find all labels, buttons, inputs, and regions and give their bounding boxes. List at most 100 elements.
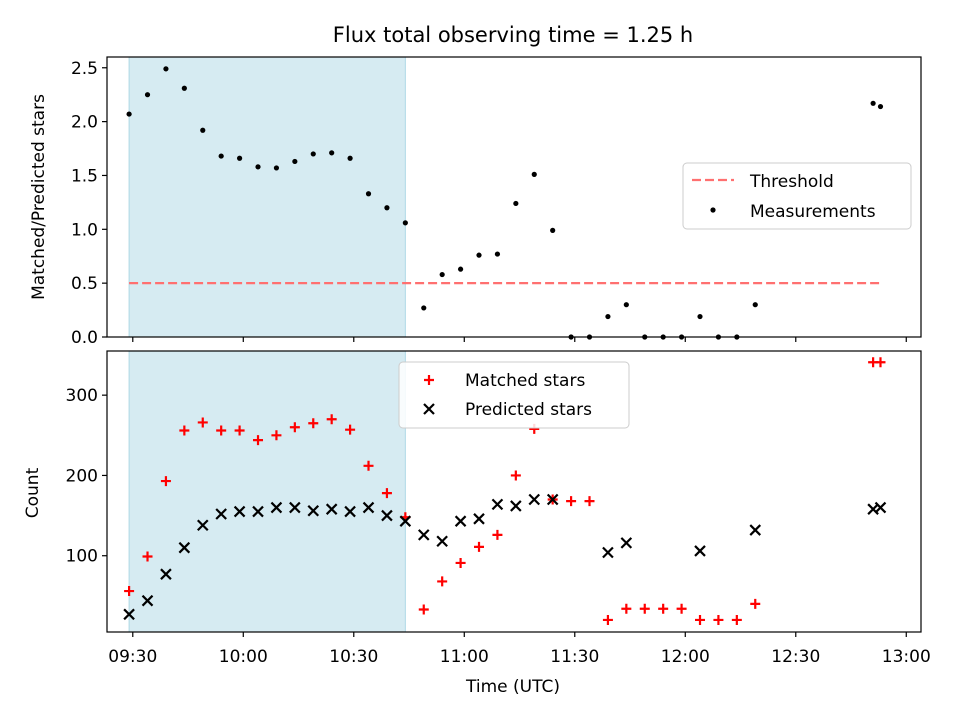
data-point-predicted [620, 537, 633, 549]
data-point-measurement [513, 200, 519, 207]
y-tick-label: 1.0 [71, 220, 98, 240]
data-point-matched [658, 603, 669, 614]
data-point-predicted [289, 501, 301, 514]
data-point-matched [345, 424, 356, 435]
data-point-measurement [605, 313, 611, 320]
observing-span [128, 56, 406, 338]
data-point-measurement [697, 313, 703, 320]
data-point-measurement [365, 191, 372, 197]
data-point-measurement [476, 252, 482, 258]
data-point-predicted [270, 501, 283, 514]
data-point-measurement [126, 111, 132, 117]
y-tick-label: 0.5 [71, 274, 98, 294]
data-point-measurement [494, 251, 501, 257]
data-point-matched [418, 604, 429, 615]
data-point-matched [363, 460, 374, 471]
data-point-measurement [870, 100, 876, 106]
data-point-matched [639, 603, 650, 614]
observing-span [128, 350, 406, 633]
data-point-predicted [602, 546, 614, 559]
data-point-predicted [178, 541, 191, 554]
data-point-measurement [402, 220, 408, 226]
data-point-predicted [491, 498, 504, 511]
data-point-measurement [347, 155, 353, 161]
data-point-matched [142, 551, 153, 562]
data-point-predicted [417, 529, 430, 541]
y-axis-label-ratio: Matched/Predicted stars [29, 94, 49, 300]
data-point-measurement [421, 305, 427, 311]
data-point-matched [289, 422, 300, 433]
ratio-panel: 0.0 0.5 1.0 1.5 2.0 2.5 Threshold Measurements [71, 56, 922, 348]
legend-count: Matched stars Predicted stars [398, 361, 630, 429]
y-tick-label: 2.0 [71, 113, 98, 133]
data-point-matched [695, 614, 706, 625]
data-point-matched [584, 496, 595, 507]
data-point-predicted [123, 608, 135, 621]
series-matched-stars [124, 357, 886, 625]
data-point-matched [160, 476, 171, 487]
chart-title: Flux total observing time = 1.25 h [333, 23, 693, 47]
x-axis-label: Time (UTC) [465, 677, 560, 697]
data-point-matched [216, 425, 227, 436]
data-point-predicted [160, 568, 172, 580]
x-tick-label: 12:30 [771, 647, 820, 667]
count-panel: 100 200 300 09:30 10:00 10:30 11:00 11:30 12:00 1… [66, 350, 931, 667]
data-point-matched [179, 425, 190, 436]
data-point-measurement [200, 127, 206, 133]
data-point-measurement [273, 165, 280, 171]
legend-threshold-label: Threshold [749, 172, 834, 192]
data-point-measurement [531, 171, 537, 177]
x-tick-label: 09:30 [108, 647, 157, 667]
data-point-matched [713, 614, 724, 625]
data-point-predicted [325, 503, 338, 515]
data-point-matched [621, 603, 632, 614]
data-point-predicted [344, 505, 356, 518]
series-predicted-stars [123, 493, 887, 621]
data-point-matched [731, 614, 742, 625]
data-point-measurement [163, 66, 169, 72]
data-point-predicted [546, 493, 559, 506]
data-point-predicted [749, 524, 762, 536]
x-tick-label: 11:00 [440, 647, 489, 667]
data-point-predicted [454, 515, 467, 527]
data-point-measurement [255, 164, 261, 170]
data-point-matched [271, 430, 282, 441]
data-point-measurement [310, 151, 316, 157]
data-point-measurement [329, 150, 335, 156]
data-point-predicted [436, 535, 448, 548]
data-point-predicted [233, 505, 246, 518]
data-point-matched [234, 425, 245, 436]
data-point-predicted [399, 515, 412, 527]
data-point-predicted [381, 509, 393, 522]
x-tick-label: 10:30 [329, 647, 378, 667]
data-point-matched [253, 435, 264, 446]
y-tick-label: 300 [66, 386, 98, 406]
legend-matched-swatch [424, 375, 434, 385]
y-tick-label: 200 [66, 466, 98, 486]
data-point-predicted [694, 545, 706, 557]
legend-ratio: Threshold Measurements [682, 162, 912, 230]
data-point-matched [474, 541, 485, 552]
plot-frame [106, 350, 922, 633]
data-point-predicted [307, 504, 320, 517]
plot-frame [106, 56, 922, 338]
data-point-predicted [252, 505, 264, 518]
data-point-matched [602, 614, 613, 625]
legend-box [682, 162, 912, 230]
data-point-matched [381, 488, 392, 499]
data-point-measurement [752, 302, 758, 308]
data-point-matched [492, 529, 503, 540]
y-axis-label-count: Count [23, 467, 43, 518]
y-tick-label: 100 [66, 547, 98, 567]
data-point-matched [455, 557, 466, 568]
data-point-predicted [874, 501, 887, 514]
data-point-measurement [384, 205, 390, 211]
data-point-measurement [181, 85, 187, 91]
data-point-measurement [550, 227, 556, 233]
data-point-matched [197, 417, 208, 428]
y-tick-label: 1.5 [71, 166, 98, 186]
data-point-predicted [215, 508, 227, 520]
data-point-measurement [623, 302, 629, 308]
data-point-measurement [877, 103, 884, 110]
data-point-matched [676, 603, 687, 614]
